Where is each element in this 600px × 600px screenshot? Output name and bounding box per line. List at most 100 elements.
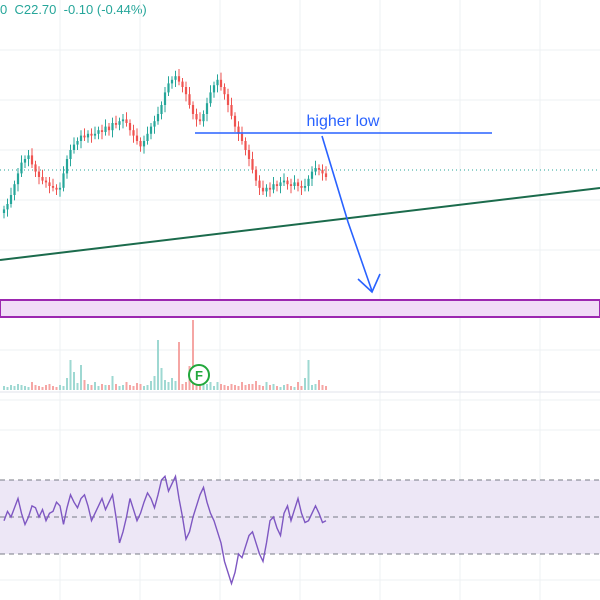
candle [2,205,6,219]
volume-bar [41,387,44,390]
volume-bar [101,384,103,390]
volume-bar [6,387,9,390]
candle [184,81,188,102]
change-value: -0.10 (-0.44%) [63,2,147,17]
volume-bar [80,365,82,390]
candle-body [184,87,188,95]
volume-bar [76,383,79,390]
candle [216,74,219,93]
volume-bar [290,386,292,390]
volume-bar [31,382,33,390]
event-marker-circle [188,364,210,386]
candle [237,121,240,141]
candle [244,137,247,156]
volume-bar [129,385,131,390]
volume-bar [325,386,327,390]
candle-body [20,162,23,174]
volume-bar [108,385,110,390]
volume-bar [146,385,149,390]
candle-body [261,187,265,192]
volume-bar [20,385,23,390]
volume-bar [276,386,278,390]
volume-bar [178,342,180,390]
candle-body [205,103,209,114]
volume-bar [241,382,243,390]
volume-bar [122,385,124,390]
candle [118,117,121,131]
candle [265,184,268,197]
candle [107,123,111,136]
candle [135,128,139,145]
candle [212,81,216,98]
candle [254,166,258,186]
candle [160,101,163,120]
candle-body [191,105,195,114]
candle [27,150,30,167]
candle-body [48,182,51,186]
volume-bar [311,385,313,390]
volume-bar [255,381,257,390]
candle [48,177,51,194]
candle-body [170,79,174,84]
candle-body [233,115,237,127]
candle-body [55,187,58,190]
candle-body [321,169,324,174]
candle-body [251,159,254,170]
volume-bar [115,384,117,390]
candle [268,182,272,197]
candle [310,166,314,186]
candle-body [167,83,170,93]
candle-body [202,114,205,122]
volume-bar [304,378,306,390]
candle [279,177,282,194]
volume-bar [209,382,212,390]
candle-body [289,184,293,186]
candle [121,114,125,129]
candle-body [37,171,41,177]
volume-bar [251,384,254,390]
candle-body [240,133,244,141]
volume-bar [227,386,229,390]
candle [202,110,205,127]
candle-body [104,126,107,132]
volume-bar [318,380,320,390]
volume-bar [27,387,30,390]
candle-body [100,130,104,132]
volume-bar [136,383,138,390]
candle-body [72,144,76,150]
volume-bar [69,360,72,390]
candle-body [219,79,223,87]
candle [223,83,226,100]
candle-body [146,133,149,141]
volume-bar [97,386,100,390]
candle-body [93,133,97,136]
candle [289,178,293,194]
candle-body [163,92,167,105]
candle-body [216,79,219,86]
candle-body [2,209,6,213]
volume-bar [174,381,177,390]
volume-bar [3,386,5,390]
candle-body [244,141,247,150]
candle-body [230,105,233,116]
candle [247,144,251,167]
candle [90,128,93,143]
volume-bar [307,360,310,390]
candle [6,198,9,217]
candle [100,124,104,140]
candle [300,180,303,195]
candle [181,78,184,93]
volume-bar [167,382,170,390]
candle-body [153,121,156,127]
volume-bar [258,385,261,390]
candle [146,126,149,145]
candle [261,180,265,195]
candle-body [282,180,286,183]
candle [83,128,86,141]
candle [156,106,160,125]
volume-bar [262,386,264,390]
candle [170,76,174,89]
volume-bar [244,385,247,390]
